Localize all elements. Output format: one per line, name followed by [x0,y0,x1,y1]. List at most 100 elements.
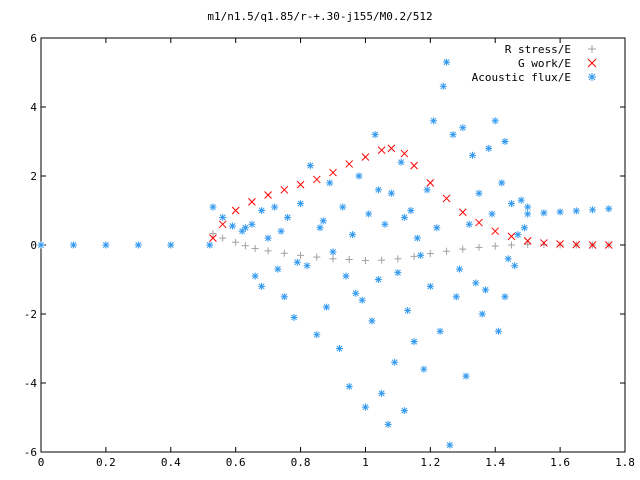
data-point-g-work [400,149,409,158]
data-point-g-work [280,185,289,194]
data-point-acoustic-flux [258,282,266,290]
data-point-g-work [377,146,386,154]
data-point-acoustic-flux [501,138,509,145]
data-point-r-stress [297,251,305,259]
data-point-acoustic-flux [248,220,256,228]
data-point-acoustic-flux [339,203,347,211]
data-point-acoustic-flux [387,189,395,197]
legend-label: Acoustic flux/E [472,71,571,84]
data-point-acoustic-flux [501,293,509,301]
data-point-acoustic-flux [365,210,373,218]
data-point-acoustic-flux [293,258,301,266]
data-point-g-work [312,175,321,184]
data-point-acoustic-flux [384,420,392,428]
data-point-r-stress [313,253,321,261]
data-point-acoustic-flux [378,389,386,397]
legend-label: G work/E [518,57,571,70]
x-tick-label: 0.6 [226,456,246,469]
data-point-acoustic-flux [589,206,597,214]
data-point-r-stress [209,230,217,238]
data-point-acoustic-flux [462,372,470,380]
data-point-r-stress [241,242,249,250]
x-tick-label: 1.8 [615,456,635,469]
data-point-r-stress [280,249,288,257]
data-point-acoustic-flux [290,313,298,321]
data-point-acoustic-flux [491,117,499,125]
data-point-acoustic-flux [345,382,353,390]
x-tick-label: 1.4 [485,456,505,469]
data-point-r-stress [378,256,386,264]
data-point-r-stress [410,252,418,260]
data-point-acoustic-flux [258,207,266,214]
y-tick-label: -4 [24,377,38,390]
data-point-acoustic-flux [306,162,314,170]
data-point-acoustic-flux [456,265,464,273]
data-point-acoustic-flux [361,403,369,411]
data-point-acoustic-flux [303,262,311,270]
chart-title: m1/n1.5/q1.85/r-+.30-j155/M0.2/512 [207,10,433,23]
data-point-acoustic-flux [277,227,285,235]
data-point-r-stress [540,241,548,249]
data-point-g-work [410,161,418,170]
data-point-r-stress [556,241,564,249]
y-tick-label: 2 [30,170,37,183]
data-point-r-stress [329,255,337,263]
data-point-g-work [248,198,256,206]
data-point-r-stress [507,241,515,249]
data-point-acoustic-flux [134,241,142,249]
data-point-g-work [442,194,451,203]
data-point-g-work [296,180,305,189]
data-point-acoustic-flux [280,293,288,301]
legend-label: R stress/E [505,43,571,56]
x-tick-label: 0.2 [96,456,116,469]
data-point-acoustic-flux [572,207,580,215]
data-point-acoustic-flux [410,338,418,346]
data-point-r-stress [345,255,353,263]
data-point-acoustic-flux [37,241,45,249]
x-tick-label: 1.6 [550,456,570,469]
data-point-acoustic-flux [271,203,279,211]
data-point-g-work [231,206,240,215]
data-point-acoustic-flux [472,279,480,287]
data-point-acoustic-flux [556,208,564,216]
legend-marker [588,45,596,53]
data-point-g-work [572,240,581,249]
data-point-acoustic-flux [167,241,175,249]
data-point-acoustic-flux [524,210,532,218]
data-point-acoustic-flux [313,331,321,339]
data-point-acoustic-flux [209,203,217,211]
data-point-acoustic-flux [417,251,425,259]
data-point-r-stress [232,238,240,246]
data-point-g-work [426,179,435,187]
data-point-acoustic-flux [264,234,272,242]
data-point-acoustic-flux [368,317,376,325]
data-point-r-stress [219,234,227,242]
data-point-acoustic-flux [326,179,334,187]
data-point-acoustic-flux [323,303,331,311]
data-point-acoustic-flux [407,207,415,214]
data-point-acoustic-flux [430,117,438,125]
data-point-acoustic-flux [374,276,382,283]
data-point-acoustic-flux [335,345,343,352]
x-tick-label: 0.8 [291,456,311,469]
data-point-acoustic-flux [329,248,337,256]
data-point-acoustic-flux [381,220,389,228]
data-point-acoustic-flux [540,209,548,217]
data-point-g-work [556,240,564,248]
data-point-acoustic-flux [520,224,528,232]
data-point-acoustic-flux [391,358,399,366]
data-point-g-work [264,191,272,199]
data-point-r-stress [251,244,259,252]
data-point-g-work [209,234,217,242]
data-point-acoustic-flux [443,58,451,66]
data-point-r-stress [443,247,451,255]
data-point-acoustic-flux [374,186,382,194]
data-point-acoustic-flux [404,307,412,315]
data-point-acoustic-flux [511,262,519,270]
data-point-acoustic-flux [319,217,327,225]
data-point-acoustic-flux [481,286,489,294]
data-point-acoustic-flux [478,310,486,318]
data-point-g-work [458,208,467,217]
